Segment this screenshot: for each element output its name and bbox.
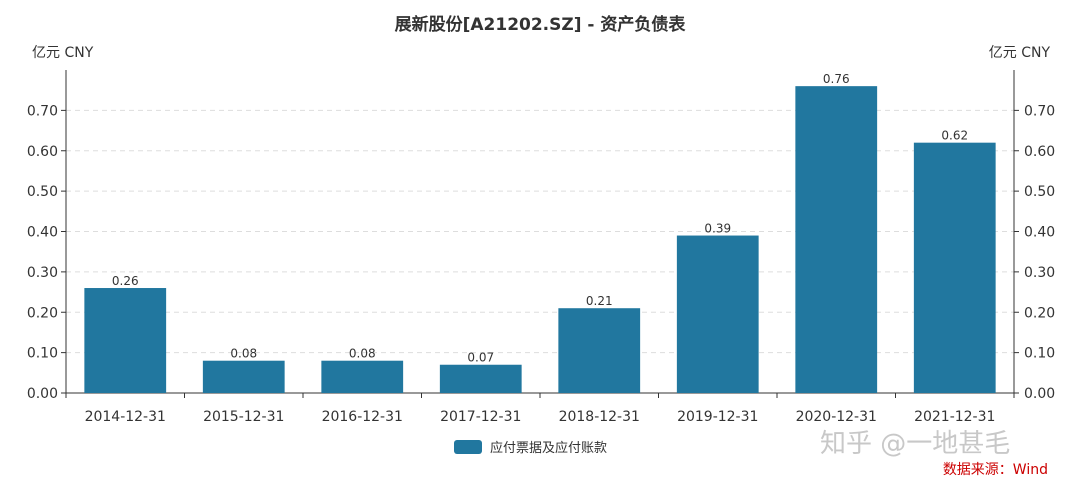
data-label: 0.07 (467, 351, 494, 365)
bar[interactable] (202, 360, 285, 393)
y-tick-label-left: 0.70 (27, 103, 58, 119)
y-tick-label-right: 0.60 (1024, 144, 1055, 160)
legend-swatch[interactable] (454, 440, 482, 454)
x-tick-label: 2020-12-31 (796, 409, 877, 425)
y-tick-label-left: 0.40 (27, 225, 58, 241)
y-tick-label-left: 0.30 (27, 265, 58, 281)
data-label: 0.08 (230, 347, 257, 361)
y-tick-label-left: 0.50 (27, 184, 58, 200)
watermark: 知乎 @一地甚毛 (820, 429, 1010, 459)
y-tick-label-right: 0.70 (1024, 103, 1055, 119)
y-tick-label-right: 0.20 (1024, 305, 1055, 321)
data-label: 0.76 (823, 72, 850, 86)
bar[interactable] (84, 288, 167, 393)
bar[interactable] (795, 86, 878, 394)
data-label: 0.21 (586, 294, 613, 308)
bar[interactable] (676, 235, 759, 393)
bar[interactable] (439, 364, 522, 393)
chart-title: 展新股份[A21202.SZ] - 资产负债表 (395, 14, 687, 35)
y-tick-label-right: 0.10 (1024, 346, 1055, 362)
bar-series: 0.26 0.08 0.08 0.07 0.21 0.39 0.76 0.62 (84, 72, 996, 394)
x-tick-label: 2018-12-31 (559, 409, 640, 425)
y-tick-label-right: 0.00 (1024, 386, 1055, 402)
y-tick-label-left: 0.20 (27, 305, 58, 321)
bar[interactable] (321, 360, 404, 393)
left-unit-label: 亿元 CNY (32, 45, 94, 61)
x-tick-label: 2017-12-31 (440, 409, 521, 425)
y-tick-label-right: 0.50 (1024, 184, 1055, 200)
legend-label[interactable]: 应付票据及应付账款 (490, 440, 607, 456)
y-tick-label-left: 0.10 (27, 346, 58, 362)
y-tick-label-left: 0.00 (27, 386, 58, 402)
data-source: 数据来源：Wind (943, 462, 1048, 478)
data-label: 0.26 (112, 274, 139, 288)
data-label: 0.62 (941, 129, 968, 143)
legend[interactable]: 应付票据及应付账款 (454, 440, 607, 456)
y-tick-label-right: 0.40 (1024, 225, 1055, 241)
x-tick-label: 2016-12-31 (322, 409, 403, 425)
right-unit-label: 亿元 CNY (989, 45, 1051, 61)
y-tick-label-left: 0.60 (27, 144, 58, 160)
y-tick-label-right: 0.30 (1024, 265, 1055, 281)
x-tick-label: 2019-12-31 (677, 409, 758, 425)
bar[interactable] (913, 142, 996, 393)
x-tick-label: 2015-12-31 (203, 409, 284, 425)
data-label: 0.39 (704, 222, 731, 236)
data-label: 0.08 (349, 347, 376, 361)
x-tick-label: 2014-12-31 (85, 409, 166, 425)
bar[interactable] (558, 308, 641, 393)
axes: 0.00 0.00 0.10 0.10 0.20 0.20 0.30 0.30 0.40 0.40… (27, 70, 1055, 425)
x-tick-label: 2021-12-31 (914, 409, 995, 425)
